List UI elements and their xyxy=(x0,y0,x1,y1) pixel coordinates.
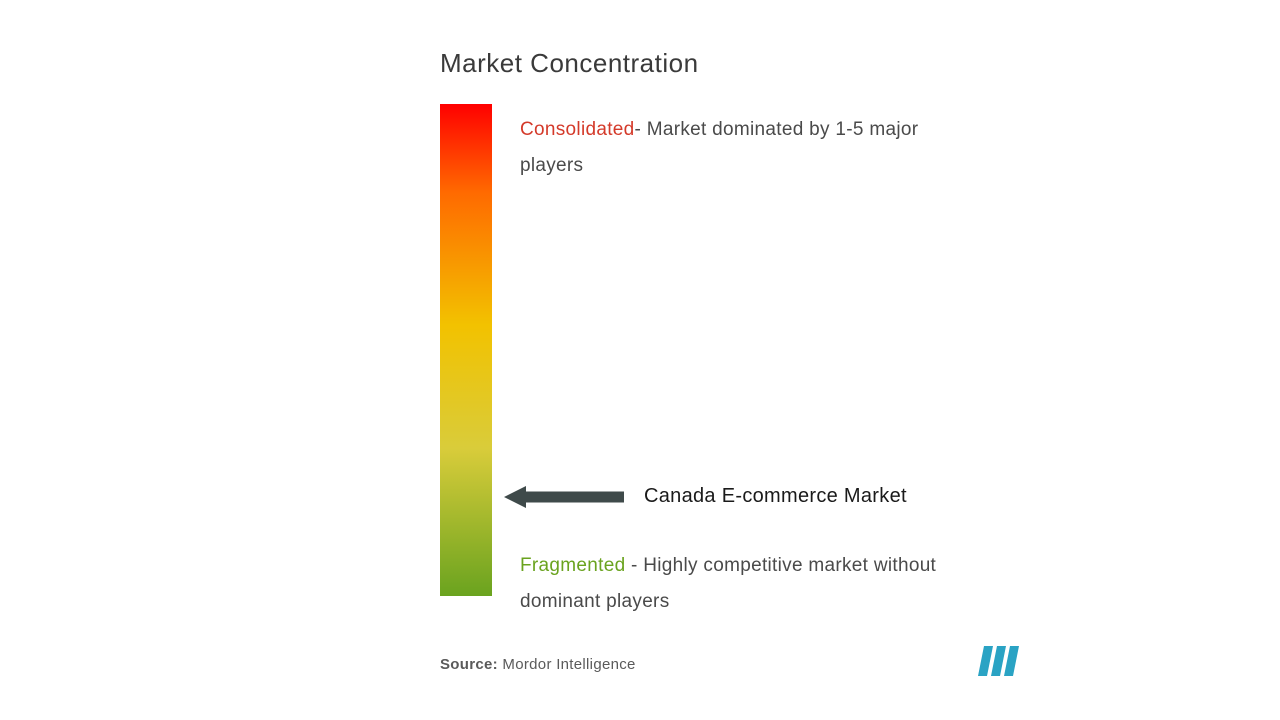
source-attribution: Source: Mordor Intelligence xyxy=(440,656,636,673)
arrow-left-icon xyxy=(504,486,624,508)
chart-title: Market Concentration xyxy=(440,48,699,79)
concentration-gradient-bar xyxy=(440,104,492,596)
consolidated-key: Consolidated xyxy=(520,119,635,140)
market-name-label: Canada E-commerce Market xyxy=(644,485,907,508)
fragmented-key: Fragmented xyxy=(520,555,625,576)
brand-logo-icon xyxy=(978,646,1022,676)
fragmented-label-block: Fragmented - Highly competitive market w… xyxy=(520,548,980,620)
source-value: Mordor Intelligence xyxy=(498,656,636,673)
source-label: Source: xyxy=(440,656,498,673)
market-position-marker: Canada E-commerce Market xyxy=(504,485,907,508)
consolidated-label-block: Consolidated- Market dominated by 1-5 ma… xyxy=(520,112,950,184)
